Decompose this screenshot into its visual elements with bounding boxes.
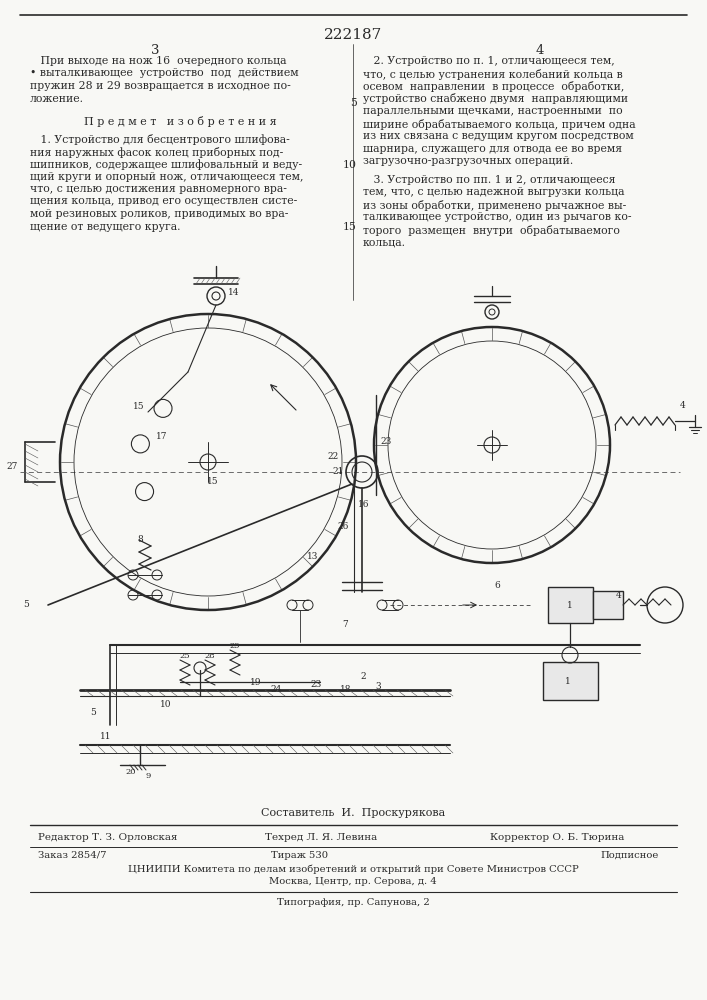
Text: 1. Устройство для бесцентрового шлифова-: 1. Устройство для бесцентрового шлифова- xyxy=(30,134,290,145)
Text: 19: 19 xyxy=(250,678,262,687)
Text: щий круги и опорный нож, отличающееся тем,: щий круги и опорный нож, отличающееся те… xyxy=(30,172,303,182)
Text: 5: 5 xyxy=(350,98,357,107)
Text: 8: 8 xyxy=(137,535,143,544)
Text: талкивающее устройство, один из рычагов ко-: талкивающее устройство, один из рычагов … xyxy=(363,212,631,222)
Text: ния наружных фасок колец приборных под-: ния наружных фасок колец приборных под- xyxy=(30,146,284,157)
Text: Заказ 2854/7: Заказ 2854/7 xyxy=(38,851,107,860)
Bar xyxy=(548,587,593,623)
Text: из зоны обработки, применено рычажное вы-: из зоны обработки, применено рычажное вы… xyxy=(363,200,626,211)
Text: ширине обрабатываемого кольца, причем одна: ширине обрабатываемого кольца, причем од… xyxy=(363,118,636,129)
Text: 1: 1 xyxy=(567,600,573,609)
Text: При выходе на нож 16  очередного кольца: При выходе на нож 16 очередного кольца xyxy=(30,56,286,66)
Text: 3. Устройство по пп. 1 и 2, отличающееся: 3. Устройство по пп. 1 и 2, отличающееся xyxy=(363,175,616,185)
Text: 4: 4 xyxy=(680,401,686,410)
Text: загрузочно-разгрузочных операций.: загрузочно-разгрузочных операций. xyxy=(363,156,573,166)
Text: П р е д м е т   и з о б р е т е н и я: П р е д м е т и з о б р е т е н и я xyxy=(83,116,276,127)
Text: 17: 17 xyxy=(156,432,168,441)
Text: 24: 24 xyxy=(270,685,281,694)
Text: Составитель  И.  Проскурякова: Составитель И. Проскурякова xyxy=(261,808,445,818)
Text: щение от ведущего круга.: щение от ведущего круга. xyxy=(30,222,180,232)
Text: 20: 20 xyxy=(125,768,136,776)
Text: 4: 4 xyxy=(616,591,621,600)
Text: пружин 28 и 29 возвращается в исходное по-: пружин 28 и 29 возвращается в исходное п… xyxy=(30,81,291,91)
Text: ложение.: ложение. xyxy=(30,94,84,104)
Text: Тираж 530: Тираж 530 xyxy=(271,851,329,860)
Text: 29: 29 xyxy=(230,642,240,650)
Text: 28: 28 xyxy=(205,652,216,660)
Text: Москва, Центр, пр. Серова, д. 4: Москва, Центр, пр. Серова, д. 4 xyxy=(269,877,437,886)
Text: 10: 10 xyxy=(160,700,172,709)
Text: осевом  направлении  в процессе  обработки,: осевом направлении в процессе обработки, xyxy=(363,81,624,92)
Text: 7: 7 xyxy=(342,620,348,629)
Text: что, с целью устранения колебаний кольца в: что, с целью устранения колебаний кольца… xyxy=(363,68,623,80)
Text: Техред Л. Я. Левина: Техред Л. Я. Левина xyxy=(265,833,378,842)
Text: Типография, пр. Сапунова, 2: Типография, пр. Сапунова, 2 xyxy=(276,898,429,907)
Text: 3: 3 xyxy=(375,682,380,691)
Text: 16: 16 xyxy=(358,500,370,509)
Text: 2: 2 xyxy=(360,672,366,681)
Text: 11: 11 xyxy=(100,732,112,741)
Text: 27: 27 xyxy=(6,462,18,471)
Text: 15: 15 xyxy=(343,223,357,232)
Text: 1: 1 xyxy=(565,676,571,686)
Text: из них связана с ведущим кругом посредством: из них связана с ведущим кругом посредст… xyxy=(363,131,633,141)
Text: Подписное: Подписное xyxy=(601,851,659,860)
Text: 5: 5 xyxy=(23,600,29,609)
Text: 15: 15 xyxy=(207,477,218,486)
Text: 14: 14 xyxy=(228,288,240,297)
Text: 4: 4 xyxy=(536,44,544,57)
Text: Редактор Т. З. Орловская: Редактор Т. З. Орловская xyxy=(38,833,177,842)
Text: параллельными щечками, настроенными  по: параллельными щечками, настроенными по xyxy=(363,106,623,116)
Text: 5: 5 xyxy=(90,708,96,717)
Text: мой резиновых роликов, приводимых во вра-: мой резиновых роликов, приводимых во вра… xyxy=(30,209,288,219)
Text: 22: 22 xyxy=(327,452,338,461)
Text: шипников, содержащее шлифовальный и веду-: шипников, содержащее шлифовальный и веду… xyxy=(30,159,302,170)
Text: тем, что, с целью надежной выгрузки кольца: тем, что, с целью надежной выгрузки коль… xyxy=(363,187,624,197)
Text: Корректор О. Б. Тюрина: Корректор О. Б. Тюрина xyxy=(490,833,624,842)
Text: 6: 6 xyxy=(494,581,500,590)
Text: 2. Устройство по п. 1, отличающееся тем,: 2. Устройство по п. 1, отличающееся тем, xyxy=(363,56,615,66)
Text: 18: 18 xyxy=(340,685,351,694)
Text: что, с целью достижения равномерного вра-: что, с целью достижения равномерного вра… xyxy=(30,184,287,194)
Bar xyxy=(543,662,598,700)
Bar xyxy=(593,591,623,619)
Text: устройство снабжено двумя  направляющими: устройство снабжено двумя направляющими xyxy=(363,94,628,104)
Text: 23: 23 xyxy=(310,680,321,689)
Text: 10: 10 xyxy=(343,160,357,170)
Text: щения кольца, привод его осуществлен систе-: щения кольца, привод его осуществлен сис… xyxy=(30,196,297,207)
Text: 25: 25 xyxy=(180,652,190,660)
Text: торого  размещен  внутри  обрабатываемого: торого размещен внутри обрабатываемого xyxy=(363,225,620,236)
Text: • выталкивающее  устройство  под  действием: • выталкивающее устройство под действием xyxy=(30,68,298,79)
Text: 3: 3 xyxy=(151,44,159,57)
Text: ЦНИИПИ Комитета по делам изобретений и открытий при Совете Министров СССР: ЦНИИПИ Комитета по делам изобретений и о… xyxy=(128,864,578,874)
Text: 15: 15 xyxy=(133,402,145,411)
Text: 23: 23 xyxy=(380,437,391,446)
Text: 222187: 222187 xyxy=(324,28,382,42)
Text: 21: 21 xyxy=(332,467,344,476)
Text: кольца.: кольца. xyxy=(363,237,406,247)
Text: 13: 13 xyxy=(307,552,318,561)
Text: 26: 26 xyxy=(337,522,349,531)
Text: шарнира, служащего для отвода ее во время: шарнира, служащего для отвода ее во врем… xyxy=(363,143,622,153)
Text: 9: 9 xyxy=(145,772,151,780)
